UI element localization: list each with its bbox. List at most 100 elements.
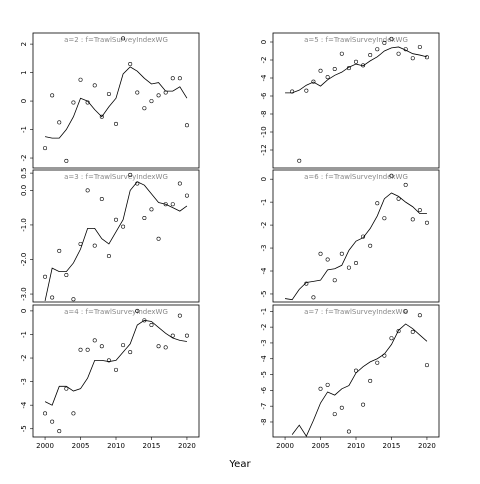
- data-point: [99, 197, 104, 202]
- y-tick-label: -7: [260, 403, 268, 410]
- data-point: [410, 56, 415, 61]
- data-point: [424, 363, 429, 368]
- y-tick-label: -3: [20, 378, 28, 385]
- data-point: [170, 76, 175, 81]
- data-point: [43, 146, 48, 151]
- data-point: [375, 360, 380, 365]
- data-point: [410, 329, 415, 334]
- y-tick-label: -1: [260, 308, 268, 315]
- y-tick-label: -5: [260, 290, 268, 297]
- data-point: [99, 344, 104, 349]
- panel-title: a=6 : f=TrawlSurveyIndexWG: [304, 173, 408, 181]
- data-point: [114, 367, 119, 372]
- data-point: [368, 53, 373, 58]
- data-point: [128, 62, 133, 67]
- data-point: [128, 172, 133, 177]
- smooth-line: [291, 323, 428, 437]
- panel-frame: [32, 169, 200, 303]
- smooth-line: [284, 192, 427, 301]
- data-point: [368, 378, 373, 383]
- data-point: [361, 402, 366, 407]
- data-point: [339, 251, 344, 256]
- data-point: [114, 217, 119, 222]
- y-tick-label: 0: [20, 309, 28, 313]
- data-point: [50, 419, 55, 424]
- data-point: [177, 313, 182, 318]
- data-point: [311, 79, 316, 84]
- data-point: [135, 308, 140, 313]
- data-point: [353, 260, 358, 265]
- data-point: [43, 411, 48, 416]
- data-point: [389, 36, 394, 41]
- data-point: [106, 254, 111, 259]
- panel-title: a=3 : f=TrawlSurveyIndexWG: [64, 173, 168, 181]
- data-point: [332, 67, 337, 72]
- data-point: [417, 313, 422, 318]
- data-point: [64, 386, 69, 391]
- data-point: [382, 216, 387, 221]
- data-point: [375, 47, 380, 52]
- data-point: [424, 55, 429, 60]
- y-tick-label: -1.0: [20, 218, 28, 232]
- panel: a=2 : f=TrawlSurveyIndexWG -2 -1 0 1 2: [20, 32, 200, 169]
- y-tick-label: -6: [260, 92, 268, 100]
- data-point: [149, 207, 154, 212]
- data-point: [339, 405, 344, 410]
- data-point: [396, 51, 401, 56]
- panel: a=7 : f=TrawlSurveyIndexWG -8 -7 -6 -5 -4 -3 -2…: [260, 304, 440, 450]
- data-point: [318, 68, 323, 73]
- panel-frame: [272, 169, 440, 303]
- x-tick-label: 2000: [36, 442, 54, 450]
- panel: a=3 : f=TrawlSurveyIndexWG 0.5 0.0 -1.0 -2.0…: [20, 168, 200, 303]
- panel: a=5 : f=TrawlSurveyIndexWG -12 -10 -8 -6 -4 -2…: [260, 32, 440, 169]
- panel-title: a=7 : f=TrawlSurveyIndexWG: [304, 308, 408, 316]
- data-point: [156, 344, 161, 349]
- data-point: [50, 295, 55, 300]
- data-point: [311, 295, 316, 300]
- data-point: [142, 106, 147, 111]
- x-tick-label: 2005: [312, 442, 330, 450]
- data-point: [50, 93, 55, 98]
- data-point: [71, 297, 76, 302]
- data-point: [368, 243, 373, 248]
- data-point: [403, 182, 408, 187]
- data-point: [375, 201, 380, 206]
- data-point: [114, 121, 119, 126]
- data-point: [170, 202, 175, 207]
- data-point: [177, 181, 182, 186]
- y-tick-label: 0.5: [20, 168, 28, 179]
- x-tick-label: 2010: [347, 442, 365, 450]
- smooth-line: [44, 319, 188, 406]
- data-point: [170, 333, 175, 338]
- x-tick-label: 2005: [72, 442, 90, 450]
- y-tick-label: 0.0: [20, 185, 28, 196]
- data-point: [71, 411, 76, 416]
- data-point: [389, 173, 394, 178]
- data-point: [163, 202, 168, 207]
- data-point: [318, 386, 323, 391]
- data-point: [382, 40, 387, 45]
- data-point: [325, 75, 330, 80]
- data-point: [92, 338, 97, 343]
- data-point: [417, 208, 422, 213]
- y-tick-label: -3: [260, 339, 268, 346]
- data-point: [156, 236, 161, 241]
- data-point: [142, 216, 147, 221]
- smooth-line: [44, 66, 188, 139]
- data-point: [389, 336, 394, 341]
- data-point: [184, 193, 189, 198]
- smooth-line: [44, 181, 188, 302]
- data-point: [149, 99, 154, 104]
- y-tick-label: -5: [260, 371, 268, 378]
- panel-title: a=2 : f=TrawlSurveyIndexWG: [64, 36, 168, 44]
- y-tick-label: -4: [260, 355, 268, 363]
- y-tick-label: -2: [260, 222, 268, 229]
- smooth-line: [285, 46, 428, 94]
- data-point: [332, 412, 337, 417]
- y-tick-label: -2.0: [20, 253, 28, 267]
- x-tick-label: 2015: [383, 442, 401, 450]
- data-point: [78, 77, 83, 82]
- data-point: [318, 251, 323, 256]
- data-point: [297, 158, 302, 163]
